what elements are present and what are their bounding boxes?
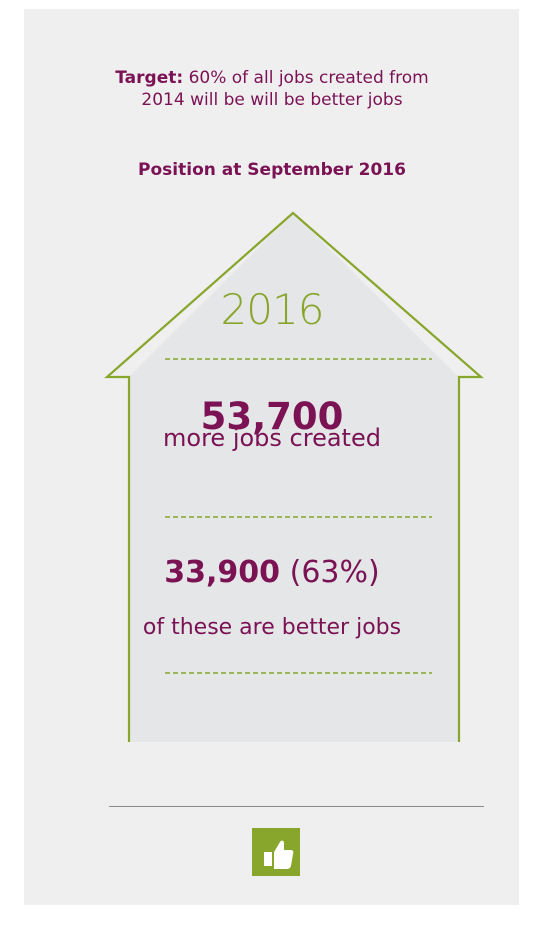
jobs-created-value: 53,700	[200, 395, 344, 438]
thumbs-up-icon	[252, 828, 300, 876]
target-line2: 2014 will be will be better jobs	[141, 90, 403, 110]
better-jobs-label: of these are better jobs	[142, 615, 402, 640]
jobs-created-label: more jobs created	[163, 424, 381, 452]
better-jobs-percent: (63%)	[289, 555, 380, 590]
target-text: Target: 60% of all jobs created from 201…	[0, 67, 544, 111]
position-title: Position at September 2016	[138, 160, 406, 180]
better-jobs-line: 33,900 (63%)	[0, 555, 544, 590]
horizontal-divider	[109, 806, 484, 807]
target-label: Target:	[115, 68, 184, 88]
house-fill	[129, 213, 459, 742]
house-year: 2016	[220, 285, 325, 334]
target-line1: 60% of all jobs created from	[183, 68, 429, 88]
better-jobs-value: 33,900	[164, 555, 281, 590]
house-border	[104, 211, 484, 742]
